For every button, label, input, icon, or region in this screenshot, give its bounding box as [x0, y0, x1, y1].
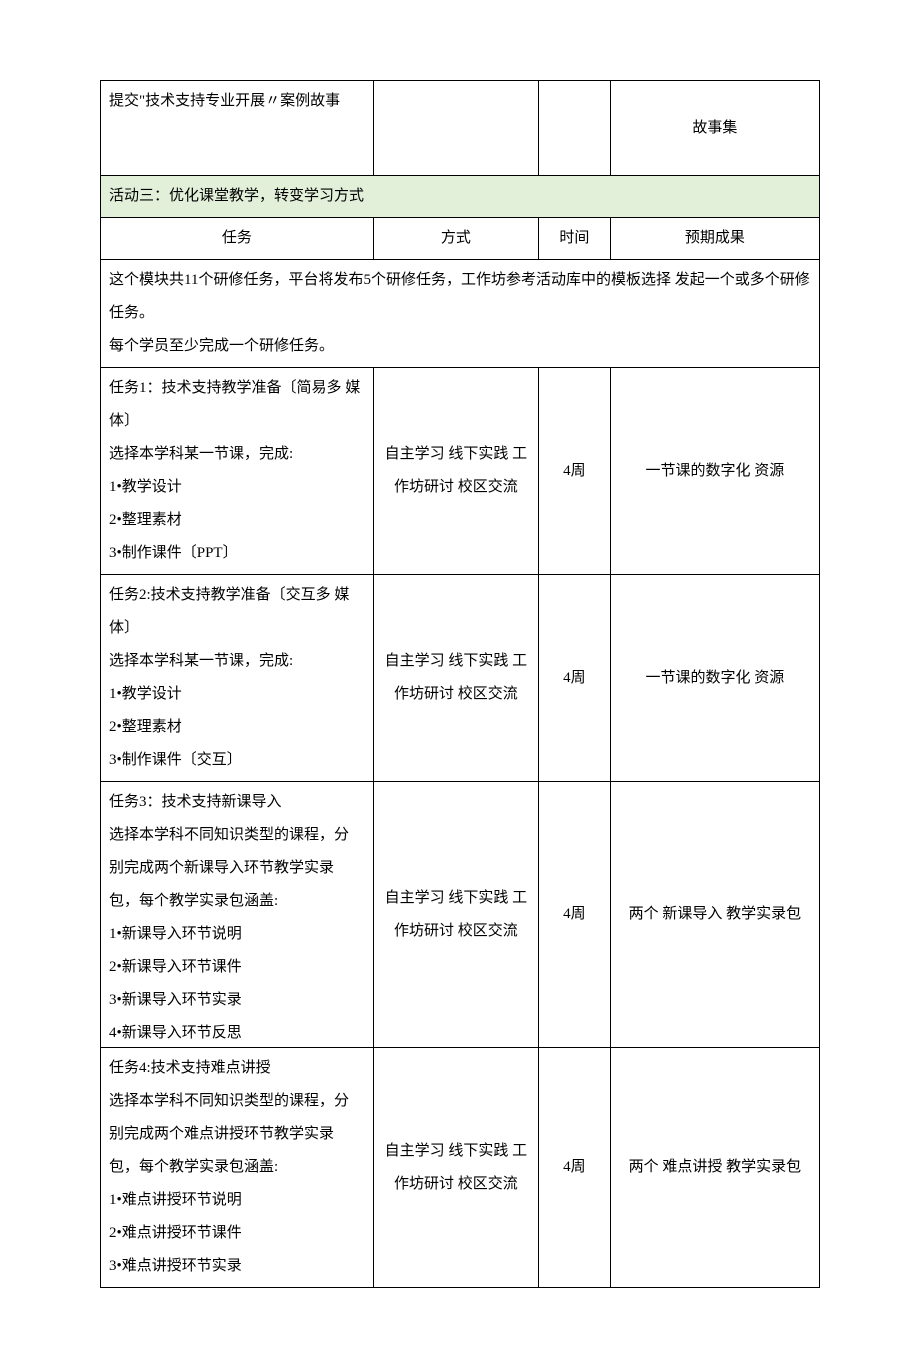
top-rest-cols: 故事集 — [374, 81, 819, 175]
task-title: 任务2:技术支持教学准备〔交互多 媒体〕 — [109, 579, 365, 645]
time-cell: 4周 — [539, 782, 611, 1047]
task-row: 任务3：技术支持新课导入选择本学科不同知识类型的课程，分 别完成两个新课导入环节… — [101, 782, 819, 1048]
task-item: 3•新课导入环节实录 — [109, 984, 365, 1017]
top-outcome-cell: 故事集 — [611, 81, 819, 175]
header-method-label: 方式 — [441, 222, 471, 255]
activity-header: 活动三：优化课堂教学，转变学习方式 — [101, 176, 819, 218]
task-desc: 选择本学科某一节课，完成: — [109, 438, 365, 471]
task-item: 1•难点讲授环节说明 — [109, 1184, 365, 1217]
task-item: 3•难点讲授环节实录 — [109, 1250, 365, 1283]
task-row: 任务1：技术支持教学准备〔简易多 媒体〕选择本学科某一节课，完成:1•教学设计2… — [101, 368, 819, 575]
activity-title: 活动三：优化课堂教学，转变学习方式 — [109, 188, 364, 204]
task-desc: 选择本学科不同知识类型的课程，分 别完成两个难点讲授环节教学实录 包，每个教学实… — [109, 1085, 365, 1184]
task-rows-container: 任务1：技术支持教学准备〔简易多 媒体〕选择本学科某一节课，完成:1•教学设计2… — [101, 368, 819, 1287]
header-task: 任务 — [101, 218, 374, 259]
task-item: 1•教学设计 — [109, 471, 365, 504]
header-task-label: 任务 — [222, 222, 252, 255]
task-item: 2•新课导入环节课件 — [109, 951, 365, 984]
method-cell: 自主学习 线下实践 工作坊研讨 校区交流 — [374, 575, 539, 781]
task-cell: 任务1：技术支持教学准备〔简易多 媒体〕选择本学科某一节课，完成:1•教学设计2… — [101, 368, 374, 574]
task-item: 3•制作课件〔交互〕 — [109, 744, 365, 777]
task-item: 1•新课导入环节说明 — [109, 918, 365, 951]
task-item: 2•整理素材 — [109, 504, 365, 537]
task-cell: 任务3：技术支持新课导入选择本学科不同知识类型的课程，分 别完成两个新课导入环节… — [101, 782, 374, 1047]
method-cell: 自主学习 线下实践 工作坊研讨 校区交流 — [374, 368, 539, 574]
task-item: 2•难点讲授环节课件 — [109, 1217, 365, 1250]
task-row: 任务4:技术支持难点讲授选择本学科不同知识类型的课程，分 别完成两个难点讲授环节… — [101, 1048, 819, 1287]
time-cell: 4周 — [539, 575, 611, 781]
header-time: 时间 — [539, 218, 611, 259]
header-outcome: 预期成果 — [611, 218, 819, 259]
task-desc: 选择本学科某一节课，完成: — [109, 645, 365, 678]
method-cell: 自主学习 线下实践 工作坊研讨 校区交流 — [374, 782, 539, 1047]
task-title: 任务4:技术支持难点讲授 — [109, 1052, 365, 1085]
training-table: 提交"技术支持专业开展〃案例故事 故事集 活动三：优化课堂教学，转变学习方式 任… — [100, 80, 820, 1288]
intro-row: 这个模块共11个研修任务，平台将发布5个研修任务，工作坊参考活动库中的模板选择 … — [101, 260, 819, 368]
task-row: 任务2:技术支持教学准备〔交互多 媒体〕选择本学科某一节课，完成:1•教学设计2… — [101, 575, 819, 782]
task-title: 任务1：技术支持教学准备〔简易多 媒体〕 — [109, 372, 365, 438]
top-outcome-text: 故事集 — [692, 112, 737, 145]
time-cell: 4周 — [539, 1048, 611, 1287]
task-item: 4•新课导入环节反思 — [109, 1017, 365, 1047]
outcome-cell: 一节课的数字化 资源 — [611, 575, 819, 781]
task-cell: 任务4:技术支持难点讲授选择本学科不同知识类型的课程，分 别完成两个难点讲授环节… — [101, 1048, 374, 1287]
time-cell: 4周 — [539, 368, 611, 574]
intro-line2: 每个学员至少完成一个研修任务。 — [109, 330, 811, 363]
task-title: 任务3：技术支持新课导入 — [109, 786, 365, 819]
task-desc: 选择本学科不同知识类型的课程，分 别完成两个新课导入环节教学实录 包，每个教学实… — [109, 819, 365, 918]
header-time-label: 时间 — [559, 222, 589, 255]
top-time-cell — [539, 81, 611, 175]
task-item: 2•整理素材 — [109, 711, 365, 744]
task-cell: 任务2:技术支持教学准备〔交互多 媒体〕选择本学科某一节课，完成:1•教学设计2… — [101, 575, 374, 781]
top-method-cell — [374, 81, 539, 175]
task-item: 3•制作课件〔PPT〕 — [109, 537, 365, 570]
column-header-row: 任务 方式 时间 预期成果 — [101, 218, 819, 260]
intro-line1: 这个模块共11个研修任务，平台将发布5个研修任务，工作坊参考活动库中的模板选择 … — [109, 264, 811, 330]
header-method: 方式 — [374, 218, 539, 259]
top-task-text: 提交"技术支持专业开展〃案例故事 — [109, 85, 365, 118]
method-cell: 自主学习 线下实践 工作坊研讨 校区交流 — [374, 1048, 539, 1287]
top-task-cell: 提交"技术支持专业开展〃案例故事 — [101, 81, 374, 175]
outcome-cell: 一节课的数字化 资源 — [611, 368, 819, 574]
header-outcome-label: 预期成果 — [685, 222, 745, 255]
task-item: 1•教学设计 — [109, 678, 365, 711]
top-story-row: 提交"技术支持专业开展〃案例故事 故事集 — [101, 81, 819, 176]
outcome-cell: 两个 新课导入 教学实录包 — [611, 782, 819, 1047]
outcome-cell: 两个 难点讲授 教学实录包 — [611, 1048, 819, 1287]
